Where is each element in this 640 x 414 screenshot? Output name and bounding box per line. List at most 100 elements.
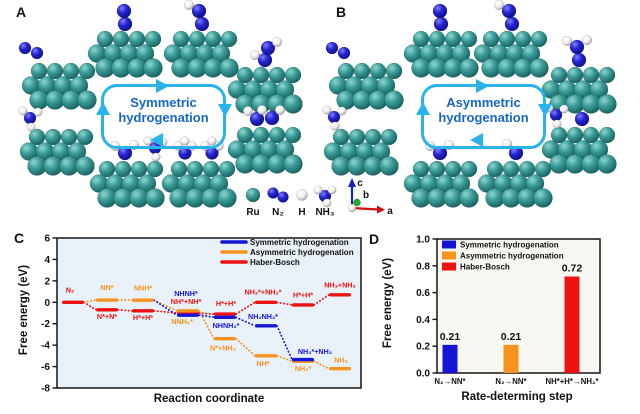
svg-text:NH₃: NH₃ — [334, 356, 348, 365]
panel-d-letter: D — [369, 231, 380, 247]
ru-atom-icon — [245, 187, 261, 203]
svg-text:0.72: 0.72 — [562, 263, 583, 275]
svg-text:NH*+H*→NH₂*: NH*+H*→NH₂* — [545, 377, 599, 386]
panel-c-x-axis-title: Reaction coordinate — [153, 393, 265, 405]
cycle-arrow-bottom-b — [470, 133, 483, 147]
crystal-axes-icon: cb a — [347, 178, 393, 217]
svg-text:N*+N*: N*+N* — [97, 312, 117, 321]
panel-c-plot-area — [56, 237, 362, 389]
svg-text:a: a — [387, 206, 393, 217]
panel-d-legend: Symmetric hydrogenation Asymmetric hydrog… — [442, 240, 564, 272]
svg-text:Asymmetric hydrogenation: Asymmetric hydrogenation — [250, 248, 354, 257]
panel-d-bar-chart: 0.00.20.40.60.81.00.21N₂→NN*0.21N₂→NN*0.… — [416, 235, 601, 386]
svg-text:0: 0 — [44, 298, 50, 309]
cycle-arrow-top-a — [156, 79, 169, 93]
svg-text:NH₃+NH₃: NH₃+NH₃ — [324, 280, 356, 289]
molecule-structure — [473, 0, 549, 78]
cycle-arrow-bottom-a — [150, 133, 163, 147]
molecule-structure — [541, 35, 617, 114]
svg-text:NN*: NN* — [100, 283, 113, 292]
svg-text:NH₂*+NH₂*: NH₂*+NH₂* — [245, 287, 282, 296]
svg-text:H*+H*: H*+H* — [216, 299, 236, 308]
svg-text:H*+H*: H*+H* — [133, 313, 153, 322]
svg-text:-4: -4 — [41, 341, 50, 352]
molecule-structure — [18, 41, 97, 110]
svg-text:6: 6 — [44, 234, 50, 245]
svg-text:NH₂*+NH₃: NH₂*+NH₃ — [298, 347, 332, 356]
molecule-structure — [227, 104, 303, 174]
asymmetric-cycle-box: Asymmetric hydrogenation — [421, 84, 546, 149]
h-atom-icon — [296, 189, 308, 201]
symmetric-cycle-box: Symmetric hydrogenation — [101, 84, 226, 149]
molecule-structure — [227, 37, 303, 114]
svg-text:NHNH*: NHNH* — [174, 289, 198, 298]
svg-text:NNH₂*: NNH₂* — [171, 317, 193, 326]
svg-text:0.0: 0.0 — [416, 369, 430, 380]
svg-text:Asymmetric hydrogenation: Asymmetric hydrogenation — [460, 252, 564, 261]
cycle-arrow-right-a — [218, 104, 232, 117]
svg-text:0.4: 0.4 — [416, 315, 430, 326]
svg-text:H*+H*: H*+H* — [293, 290, 313, 299]
svg-text:Haber-Bosch: Haber-Bosch — [460, 263, 510, 272]
cycle-arrow-left-b — [416, 102, 430, 115]
svg-text:b: b — [363, 190, 369, 201]
panel-d-y-axis-title: Free energy (eV) — [382, 257, 394, 349]
molecule-structure — [477, 138, 553, 208]
panel-c-y-axis-title: Free energy (eV) — [18, 264, 30, 356]
molecule-structure — [403, 3, 479, 78]
svg-text:Symmetric hydrogenation: Symmetric hydrogenation — [250, 238, 349, 247]
svg-text:Ru: Ru — [246, 207, 259, 218]
svg-text:c: c — [357, 178, 363, 189]
svg-text:-2: -2 — [41, 319, 50, 330]
svg-text:NH₂NH₂*: NH₂NH₂* — [248, 312, 278, 321]
panel-c-letter: C — [14, 230, 25, 246]
svg-text:-8: -8 — [41, 384, 50, 395]
svg-text:NNH*: NNH* — [134, 284, 153, 293]
svg-text:0.21: 0.21 — [440, 331, 461, 343]
svg-text:0.6: 0.6 — [416, 288, 430, 299]
svg-text:0.21: 0.21 — [501, 331, 522, 343]
molecule-structure — [89, 136, 168, 208]
symmetric-cycle-label-line1: Symmetric — [130, 95, 197, 110]
energy-series-haber-bosch: N₂ N*+N* H*+H* NH*+NH* H*+H* NH₂*+NH₂* H*+H* NH… — [62, 280, 356, 322]
molecule-structure — [325, 41, 404, 110]
symmetric-cycle-label-line2: hydrogenation — [118, 110, 209, 126]
svg-text:NH₂*: NH₂* — [295, 364, 312, 373]
bar-haber-bosch: 0.72 NH*+H*→NH₂* — [545, 263, 599, 386]
asymmetric-cycle-label-line1: Asymmetric — [446, 95, 521, 110]
cycle-arrow-right-b — [538, 104, 552, 117]
svg-text:NH₃: NH₃ — [315, 207, 334, 218]
svg-text:H: H — [298, 207, 305, 218]
svg-text:NH*+NH*: NH*+NH* — [171, 297, 202, 306]
svg-text:N₂: N₂ — [272, 207, 284, 218]
panel-c-energy-diagram: -8 -6 -4 -2 0 2 4 6 N₂ N*+N* H*+H* NH*+NH* H*+H* NH₂*… — [41, 234, 362, 395]
cycle-arrow-left-a — [96, 102, 110, 115]
bar-symmetric: 0.21 N₂→NN* — [434, 331, 466, 386]
svg-text:4: 4 — [44, 255, 50, 266]
panel-d-x-axis-title: Rate-determing step — [461, 391, 573, 403]
cycle-arrow-top-b — [476, 79, 489, 93]
energy-series-asymmetric: NN* NNH* NNH₂* N*+NH₃ NH* NH₂* NH₃ — [96, 283, 351, 373]
molecule-structure — [403, 139, 479, 208]
molecule-structure — [541, 103, 617, 174]
svg-text:N₂→NN*: N₂→NN* — [434, 377, 466, 386]
molecule-structure — [163, 0, 239, 78]
svg-text:Symmetric hydrogenation: Symmetric hydrogenation — [460, 241, 559, 250]
svg-text:1.0: 1.0 — [416, 235, 430, 246]
svg-text:Haber-Bosch: Haber-Bosch — [250, 258, 300, 267]
svg-text:0.8: 0.8 — [416, 261, 430, 272]
energy-series-symmetric: NHNH* NHNH₂* NH₂NH₂* NH₂*+NH₃ — [174, 289, 332, 362]
molecule-structure — [18, 106, 95, 176]
svg-text:-6: -6 — [41, 362, 50, 373]
panel-a-letter: A — [16, 4, 27, 20]
svg-text:N₂: N₂ — [66, 285, 74, 294]
atom-legend: Ru N₂ H NH₃ — [245, 185, 337, 218]
n2-atom-icon — [267, 187, 289, 203]
svg-text:2: 2 — [44, 276, 50, 287]
svg-text:0.2: 0.2 — [416, 342, 430, 353]
molecule-structure — [322, 105, 399, 176]
bar-asymmetric: 0.21 N₂→NN* — [495, 331, 527, 386]
nh3-atom-icon — [313, 185, 337, 208]
